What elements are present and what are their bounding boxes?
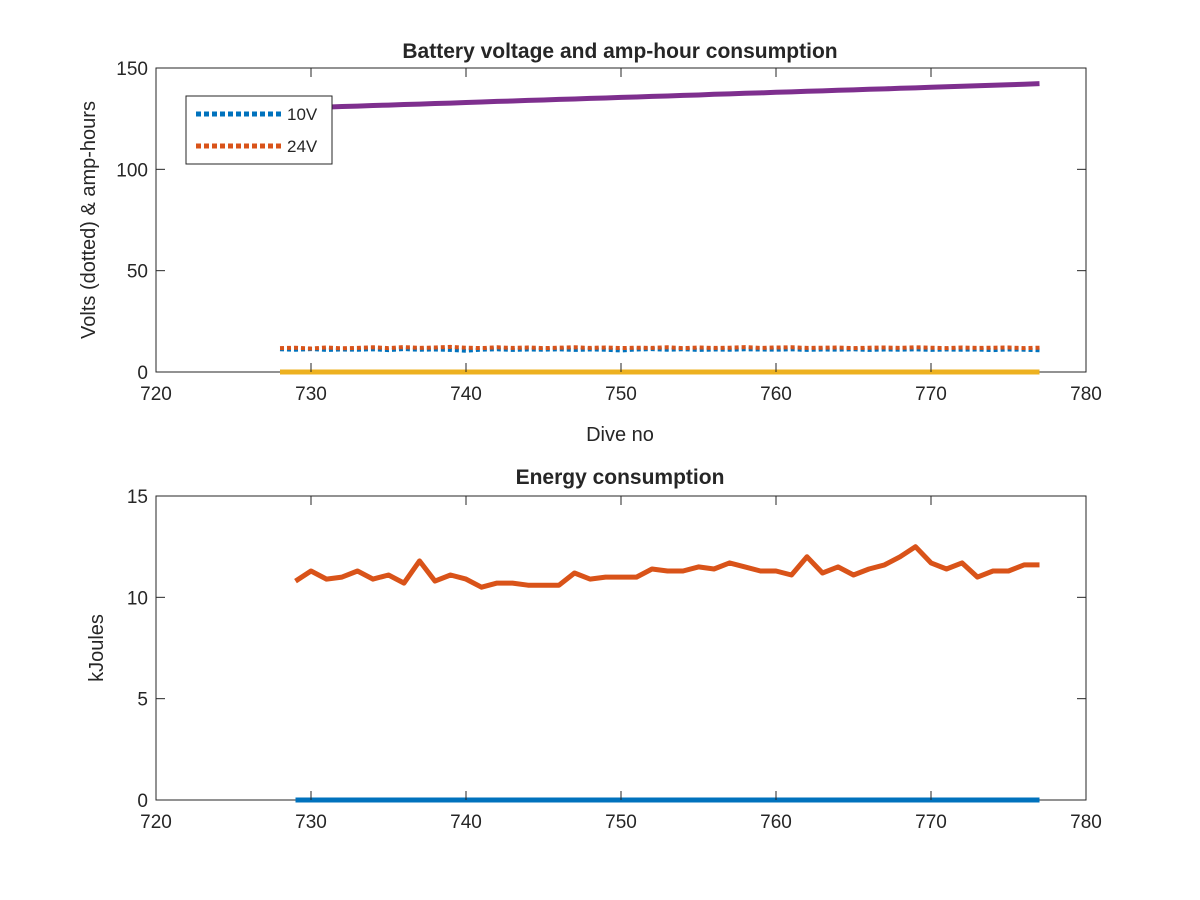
energy-chart: Energy consumption 720 730 740 750 760 770 780…: [86, 466, 1102, 833]
y-tick-label: 5: [137, 690, 148, 711]
x-tick-label: 720: [140, 384, 172, 405]
series-line-series-4: [279, 81, 1040, 111]
x-tick-label: 750: [605, 384, 637, 405]
voltage-amphour-chart: Battery voltage and amp-hour consumption…: [78, 40, 1102, 446]
x-tick-label: 740: [450, 812, 482, 833]
chart-title: Energy consumption: [516, 466, 725, 489]
x-tick-label: 770: [915, 384, 947, 405]
series-layer: [279, 81, 1040, 375]
x-axis-label: Dive no: [586, 424, 654, 446]
y-tick-label: 0: [137, 791, 148, 812]
x-tick-label: 740: [450, 384, 482, 405]
legend-box: [185, 95, 333, 165]
x-tick-label: 730: [295, 384, 327, 405]
series-line-24v: [279, 344, 1040, 351]
y-tick-label: 10: [127, 588, 148, 609]
chart-title: Battery voltage and amp-hour consumption: [402, 40, 837, 63]
x-tick-label: 770: [915, 812, 947, 833]
y-axis-label: Volts (dotted) & amp-hours: [78, 101, 100, 339]
y-tick-label: 15: [127, 487, 148, 508]
axes-layer: 720 730 740 750 760 770 780 0 5 10 15: [127, 487, 1102, 833]
x-tick-label: 720: [140, 812, 172, 833]
series-layer: [294, 544, 1040, 803]
y-tick-label: 100: [116, 160, 148, 181]
series-line-series-2: [294, 544, 1040, 590]
legend: 10V 24V: [185, 95, 333, 165]
x-tick-label: 780: [1070, 384, 1102, 405]
axes-layer: 720 730 740 750 760 770 780 0 50 100 150: [116, 59, 1102, 405]
x-tick-label: 730: [295, 812, 327, 833]
x-tick-label: 760: [760, 384, 792, 405]
plot-area: [155, 495, 1087, 801]
y-tick-label: 0: [137, 363, 148, 384]
y-tick-label: 50: [127, 262, 148, 283]
x-tick-label: 750: [605, 812, 637, 833]
y-axis-label: kJoules: [86, 614, 108, 682]
x-tick-label: 780: [1070, 812, 1102, 833]
legend-label-24v: 24V: [287, 137, 318, 156]
legend-label-10v: 10V: [287, 105, 318, 124]
x-tick-label: 760: [760, 812, 792, 833]
y-tick-label: 150: [116, 59, 148, 80]
